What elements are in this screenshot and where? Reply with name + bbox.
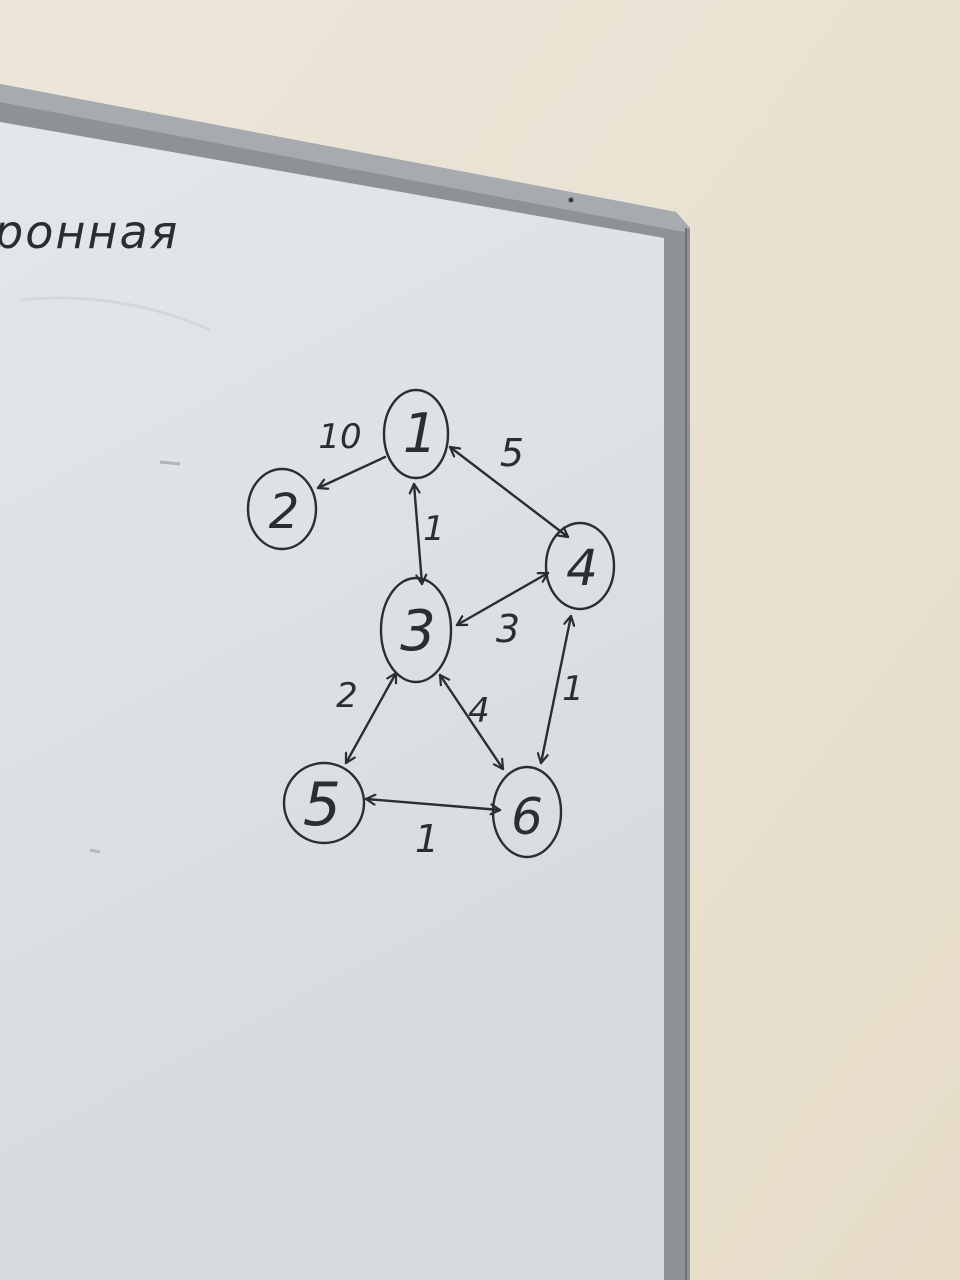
- node-labels: 1 2 3 4 5 6: [269, 402, 598, 846]
- node-5-label: 5: [303, 770, 341, 840]
- graph-nodes: [246, 388, 616, 859]
- edge-5-6: [364, 799, 502, 810]
- edge-4-6: [541, 614, 571, 765]
- node-3-label: 3: [400, 599, 436, 664]
- edge-1-3-weight: 1: [423, 509, 445, 549]
- edge-1-2: [316, 455, 387, 488]
- edge-5-6-weight: 1: [415, 817, 439, 861]
- board-surface: [0, 122, 664, 1280]
- edge-1-4-weight: 5: [500, 431, 524, 475]
- ghost-mark: [159, 460, 181, 466]
- edge-3-5: [344, 671, 398, 765]
- node-4-label: 4: [566, 539, 598, 597]
- heading-fragment: ронная: [0, 205, 179, 259]
- node-2-label: 2: [269, 484, 300, 540]
- node-3-circle: [379, 576, 453, 684]
- node-4-circle: [544, 521, 616, 611]
- node-2-circle: [246, 467, 318, 551]
- node-6-circle: [491, 765, 563, 859]
- frame-screw: [568, 197, 574, 203]
- ghost-mark: [89, 848, 101, 854]
- edge-1-2-weight: 10: [318, 417, 361, 457]
- edge-3-6-weight: 4: [468, 691, 490, 731]
- edge-3-5-weight: 2: [336, 676, 358, 716]
- node-6-label: 6: [511, 788, 543, 846]
- node-1-label: 1: [403, 402, 437, 465]
- board-frame-top-edge: [0, 84, 690, 232]
- edge-weights: 10 5 1 3 2 4 1 1: [318, 417, 583, 861]
- edge-1-3: [414, 482, 422, 586]
- edge-4-6-weight: 1: [562, 669, 584, 709]
- ghost-mark: [19, 296, 211, 332]
- edge-4-3: [455, 571, 550, 627]
- edge-3-6: [438, 673, 505, 771]
- graph-edges: [316, 445, 571, 810]
- edge-1-4: [448, 445, 570, 539]
- edge-4-3-weight: 3: [496, 607, 520, 651]
- node-5-circle: [282, 761, 366, 845]
- node-1-circle: [382, 388, 450, 480]
